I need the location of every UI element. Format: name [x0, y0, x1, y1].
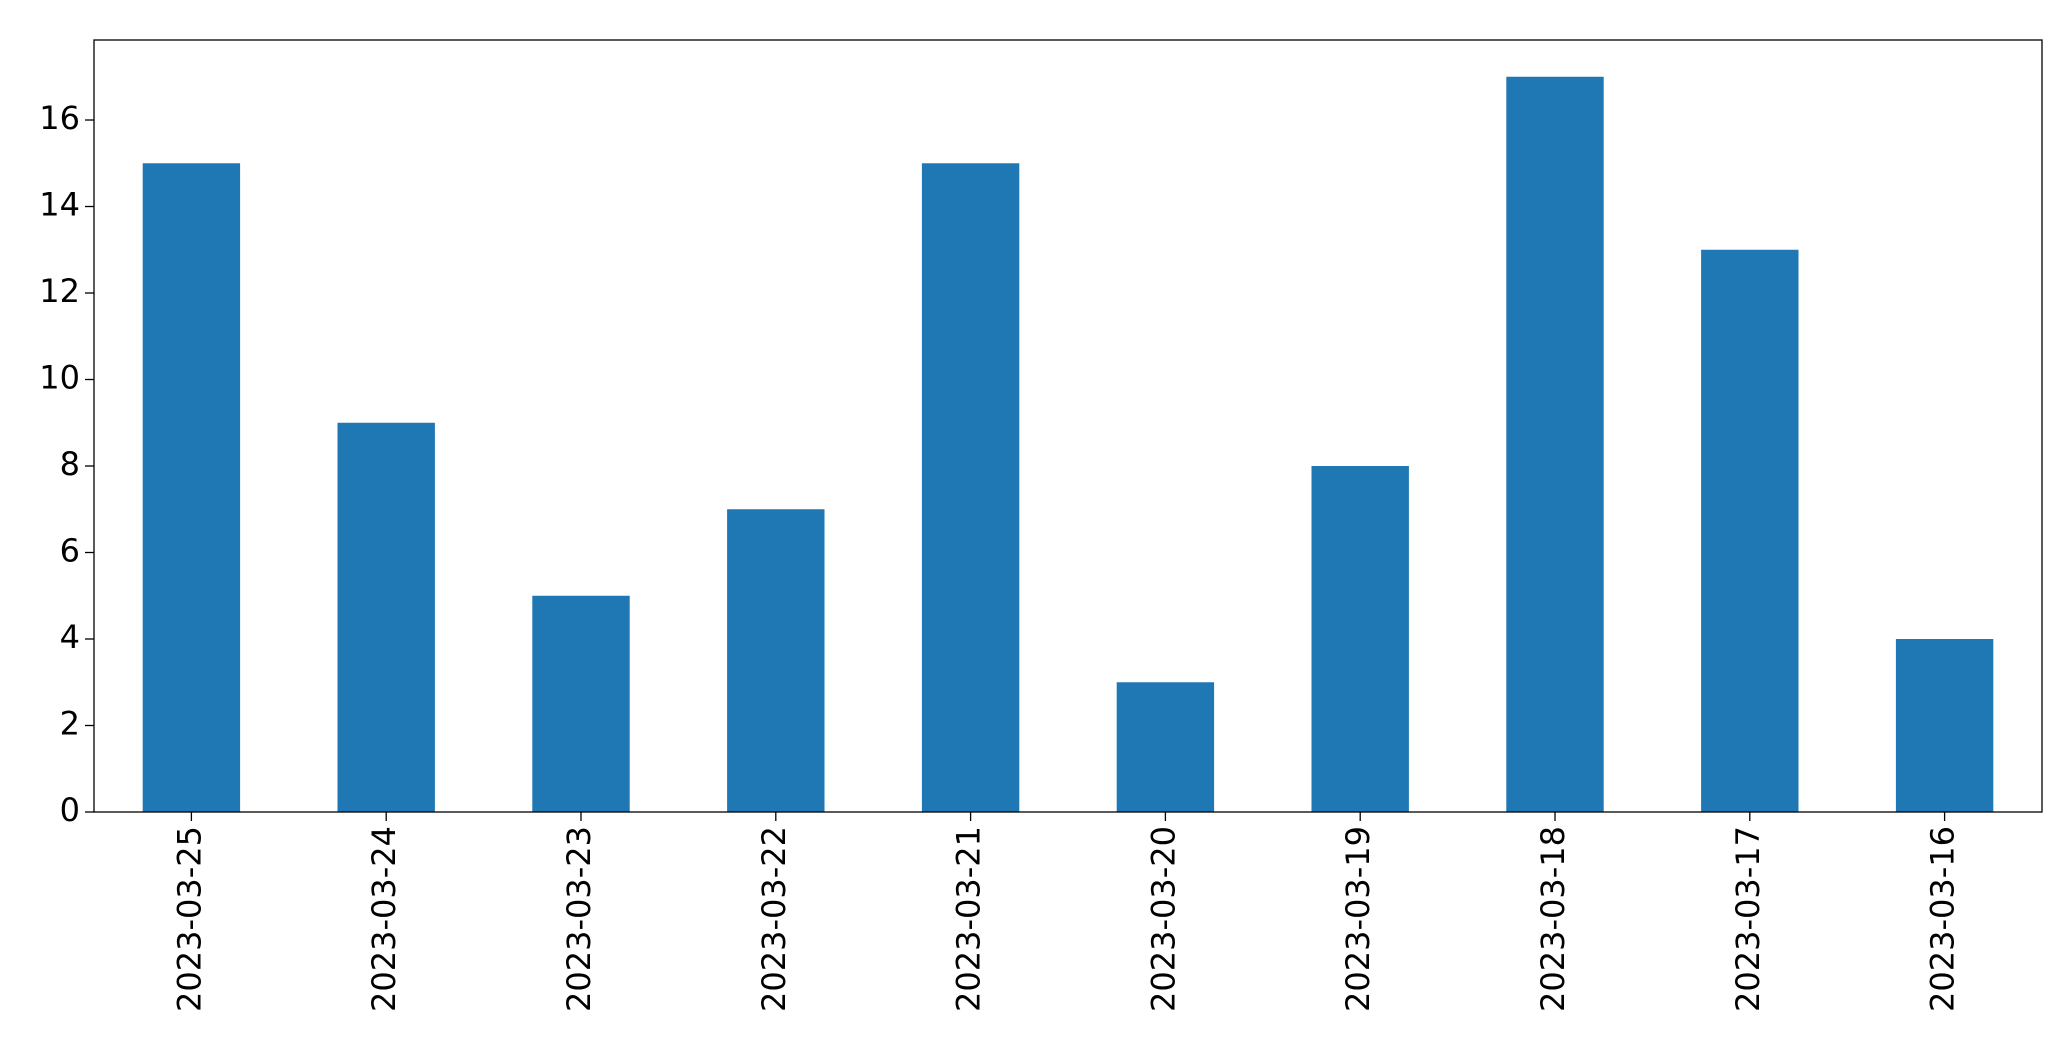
y-tick-label: 2 [60, 705, 80, 743]
bar [532, 595, 630, 812]
bar [1311, 466, 1409, 812]
x-tick-label: 2023-03-19 [1339, 826, 1377, 1012]
y-tick-label: 10 [39, 359, 80, 397]
x-tick-label: 2023-03-17 [1729, 826, 1767, 1012]
y-tick-label: 6 [60, 532, 80, 570]
bar [1116, 682, 1215, 812]
bar [142, 163, 241, 812]
y-tick-label: 4 [60, 618, 80, 656]
y-tick-label: 12 [39, 272, 80, 310]
y-tick-label: 14 [39, 186, 80, 224]
x-tick-label: 2023-03-22 [755, 826, 793, 1012]
x-tick-label: 2023-03-23 [560, 826, 598, 1012]
bar [727, 509, 825, 812]
y-tick-label: 0 [60, 791, 80, 829]
y-tick-label: 8 [60, 445, 80, 483]
x-tick-label: 2023-03-24 [365, 826, 403, 1012]
x-tick-label: 2023-03-25 [170, 826, 208, 1012]
x-tick-label: 2023-03-20 [1144, 826, 1182, 1012]
bar [1701, 249, 1799, 813]
bar [1895, 639, 1994, 812]
bar [1506, 76, 1604, 812]
x-tick-label: 2023-03-16 [1924, 826, 1962, 1012]
x-tick-label: 2023-03-18 [1534, 826, 1572, 1012]
plot-frame [93, 39, 2043, 813]
bar [921, 163, 1020, 812]
y-tick-label: 16 [39, 99, 80, 137]
x-tick-label: 2023-03-21 [950, 826, 988, 1012]
bar [337, 422, 435, 812]
